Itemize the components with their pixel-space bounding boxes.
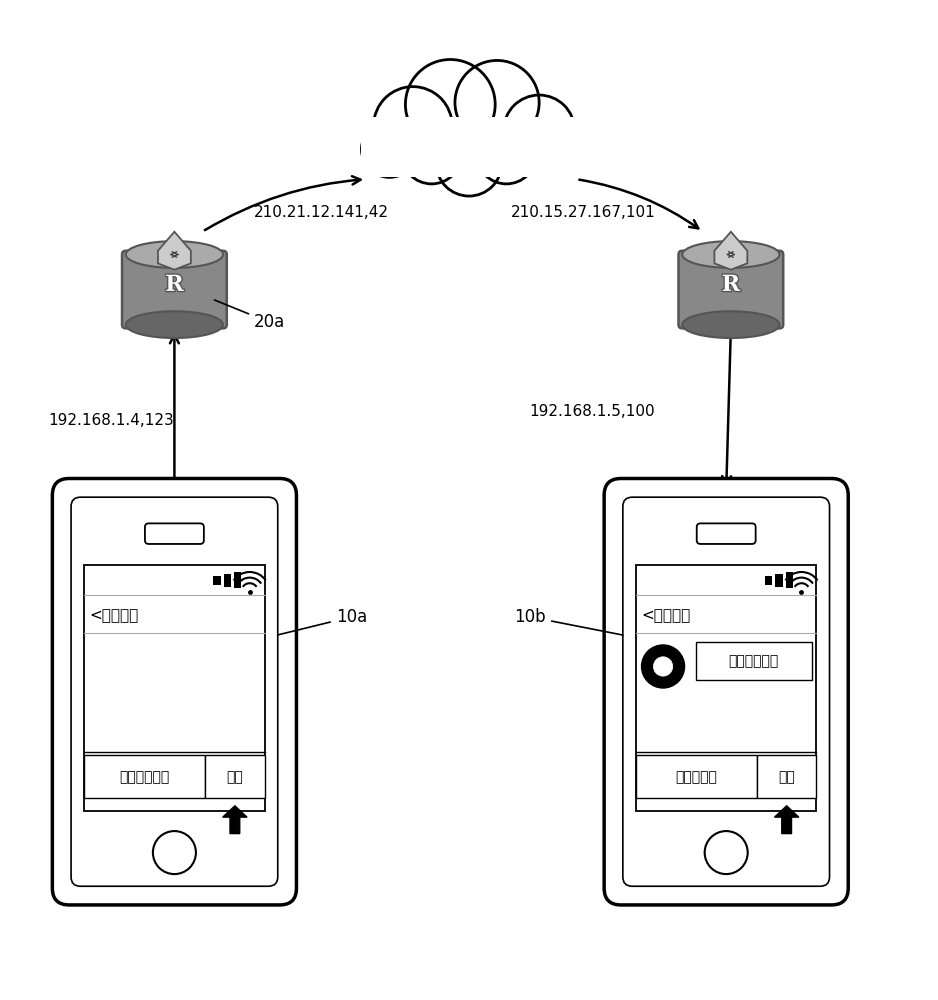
Text: 10b: 10b — [515, 608, 623, 635]
Text: <好好学习: <好好学习 — [90, 608, 139, 623]
Polygon shape — [715, 232, 748, 270]
Bar — [223, 574, 231, 587]
FancyArrowPatch shape — [204, 176, 360, 230]
Text: 10a: 10a — [278, 608, 367, 635]
Polygon shape — [222, 806, 247, 834]
Text: 20a: 20a — [215, 300, 285, 331]
Bar — [234, 572, 241, 588]
FancyBboxPatch shape — [71, 497, 278, 886]
Circle shape — [477, 124, 537, 184]
Bar — [213, 576, 220, 585]
Text: 210.21.12.141,42: 210.21.12.141,42 — [254, 205, 389, 220]
Bar — [205, 755, 265, 798]
Text: 发送: 发送 — [779, 770, 795, 784]
Ellipse shape — [682, 241, 779, 268]
Text: <天天向上: <天天向上 — [642, 608, 690, 623]
FancyBboxPatch shape — [623, 497, 829, 886]
FancyArrowPatch shape — [580, 180, 698, 228]
Bar — [696, 642, 811, 680]
Text: 您好，在吗？: 您好，在吗？ — [119, 770, 170, 784]
Circle shape — [153, 831, 196, 874]
FancyBboxPatch shape — [604, 478, 848, 905]
Ellipse shape — [126, 241, 223, 268]
Circle shape — [642, 645, 685, 688]
Text: R: R — [721, 274, 740, 296]
Circle shape — [436, 131, 502, 196]
FancyBboxPatch shape — [697, 523, 756, 544]
Polygon shape — [775, 806, 799, 834]
Bar — [84, 565, 265, 811]
Bar — [785, 572, 793, 588]
Text: 您好，在吗？: 您好，在吗？ — [729, 654, 779, 668]
Text: 192.168.1.4,123: 192.168.1.4,123 — [48, 413, 174, 428]
Bar — [776, 574, 783, 587]
Circle shape — [405, 60, 495, 149]
Circle shape — [455, 60, 539, 145]
Text: 192.168.1.5,100: 192.168.1.5,100 — [530, 404, 656, 419]
FancyBboxPatch shape — [122, 251, 227, 328]
Bar — [361, 117, 577, 177]
Circle shape — [361, 121, 417, 177]
Text: 210.15.27.167,101: 210.15.27.167,101 — [511, 205, 656, 220]
FancyBboxPatch shape — [145, 523, 204, 544]
Bar — [757, 755, 816, 798]
Ellipse shape — [126, 311, 223, 338]
Circle shape — [704, 831, 748, 874]
Bar — [636, 755, 757, 798]
Text: 您好，在了: 您好，在了 — [675, 770, 718, 784]
Text: 发送: 发送 — [226, 770, 243, 784]
FancyBboxPatch shape — [53, 478, 296, 905]
Circle shape — [373, 87, 452, 165]
Circle shape — [654, 657, 673, 676]
Bar — [765, 576, 773, 585]
FancyBboxPatch shape — [678, 251, 783, 328]
Polygon shape — [158, 232, 190, 270]
Circle shape — [401, 124, 461, 184]
Circle shape — [504, 95, 575, 166]
Bar — [84, 755, 205, 798]
Text: R: R — [165, 274, 184, 296]
Bar — [636, 565, 816, 811]
Ellipse shape — [682, 311, 779, 338]
